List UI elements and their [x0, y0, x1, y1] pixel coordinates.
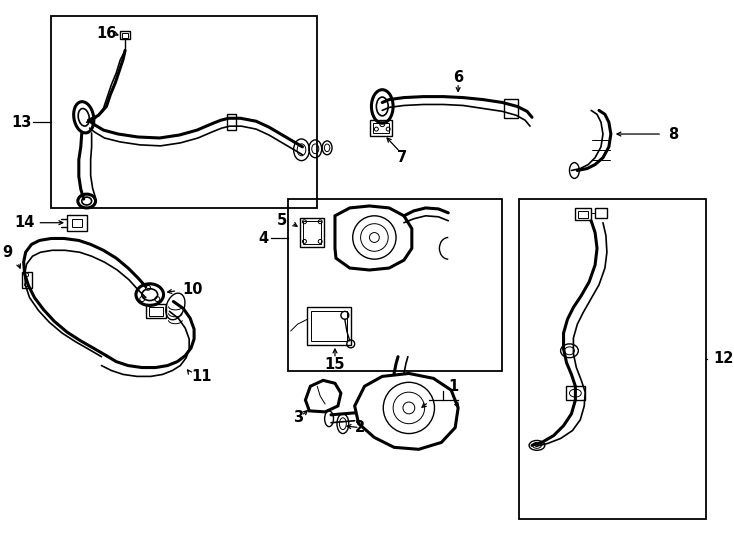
Bar: [67, 215, 87, 231]
Text: 6: 6: [453, 70, 463, 85]
Bar: [120, 31, 130, 39]
Bar: [288, 199, 503, 372]
Bar: [575, 208, 591, 220]
Text: 10: 10: [182, 282, 203, 297]
Bar: [371, 120, 392, 136]
Text: 14: 14: [14, 215, 34, 230]
Bar: [519, 199, 706, 519]
Bar: [227, 114, 236, 130]
Bar: [504, 99, 518, 118]
Text: 11: 11: [191, 369, 211, 384]
Bar: [565, 386, 585, 400]
Bar: [303, 221, 321, 245]
Text: 12: 12: [713, 351, 734, 366]
Bar: [374, 123, 389, 133]
Bar: [149, 307, 162, 316]
Text: 8: 8: [668, 126, 678, 141]
Bar: [311, 312, 346, 341]
Bar: [595, 208, 607, 218]
Text: 3: 3: [294, 410, 303, 426]
Bar: [72, 219, 81, 227]
Text: 5: 5: [277, 213, 287, 228]
Text: 2: 2: [355, 420, 365, 435]
Bar: [122, 32, 128, 38]
Text: 9: 9: [3, 245, 12, 260]
Bar: [146, 305, 166, 318]
Bar: [308, 307, 351, 345]
Text: 4: 4: [259, 231, 269, 246]
Text: 7: 7: [397, 150, 407, 165]
Bar: [578, 211, 588, 218]
Bar: [300, 218, 324, 247]
Text: 13: 13: [11, 114, 32, 130]
Bar: [22, 272, 32, 288]
Text: 16: 16: [96, 26, 117, 41]
Text: 15: 15: [324, 357, 345, 372]
Bar: [51, 16, 317, 208]
Text: 1: 1: [448, 379, 458, 394]
